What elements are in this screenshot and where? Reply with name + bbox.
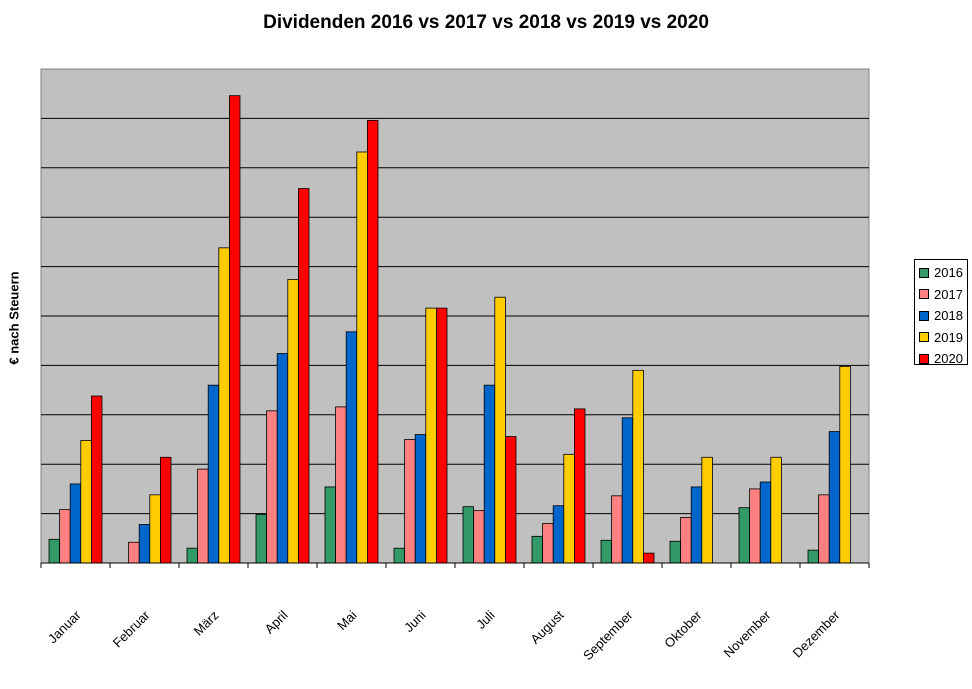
- bar-2019-Februar: [149, 494, 161, 564]
- bar-2018-Juni: [414, 434, 427, 564]
- x-tick-label-10: November: [721, 607, 774, 660]
- bar-2018-März: [207, 384, 220, 564]
- bar-2020-Februar: [159, 456, 172, 564]
- legend-label: 2017: [934, 286, 963, 302]
- bars: [48, 95, 851, 564]
- bar-2018-Juli: [483, 384, 496, 564]
- bar-2016-Mai: [324, 486, 337, 564]
- bar-2018-Februar: [138, 524, 151, 564]
- x-tick-label-8: September: [580, 607, 636, 663]
- legend-label: 2016: [934, 265, 963, 281]
- bar-2018-November: [759, 481, 772, 564]
- bar-2020-August: [574, 408, 586, 564]
- legend-item-2019: 2019: [915, 327, 967, 349]
- x-tick-label-7: August: [527, 607, 566, 646]
- bar-2017-Dezember: [818, 494, 830, 564]
- bar-2018-April: [276, 353, 289, 564]
- bar-2020-Juni: [435, 307, 448, 564]
- x-tick-label-1: Februar: [110, 607, 153, 650]
- bar-2019-August: [563, 453, 575, 564]
- legend-item-2018: 2018: [915, 305, 967, 327]
- chart-title: Dividenden 2016 vs 2017 vs 2018 vs 2019 …: [263, 12, 709, 33]
- legend-swatch: [919, 267, 929, 278]
- x-tick-label-4: Mai: [334, 607, 359, 632]
- bar-2016-März: [186, 547, 199, 564]
- bar-2019-Oktober: [701, 456, 713, 564]
- bar-2016-August: [531, 535, 544, 564]
- x-tick-label-0: Januar: [45, 607, 84, 646]
- bar-2018-Mai: [345, 331, 358, 564]
- bar-2016-Oktober: [669, 540, 682, 564]
- x-tick-labels: Januar Februar März April Mai Juni Juli August S…: [45, 607, 843, 663]
- y-axis-label-text: € nach Steuern: [6, 271, 22, 365]
- legend-item-2016: 2016: [915, 262, 967, 284]
- bar-2018-September: [621, 417, 634, 564]
- legend-label: 2020: [934, 351, 963, 367]
- bar-2020-März: [228, 95, 241, 564]
- bar-2019-März: [218, 247, 230, 564]
- bar-2019-Januar: [80, 440, 92, 564]
- bar-2019-April: [287, 279, 299, 564]
- legend-label: 2019: [934, 329, 963, 345]
- bar-2016-Juni: [393, 547, 406, 564]
- bar-2019-Mai: [356, 151, 368, 564]
- x-tick-label-11: Dezember: [790, 607, 843, 660]
- bar-2019-November: [770, 456, 782, 564]
- bar-2020-Januar: [91, 395, 103, 564]
- bar-2017-Juli: [473, 510, 485, 564]
- bar-2020-April: [297, 188, 310, 564]
- bar-2019-Juni: [425, 307, 437, 564]
- x-tick-label-2: März: [191, 608, 222, 639]
- x-axis: [40, 562, 870, 568]
- bar-2019-Juli: [494, 296, 506, 564]
- grid-lines: [41, 117, 869, 515]
- legend-label: 2018: [934, 308, 963, 324]
- bar-2017-Januar: [59, 509, 71, 564]
- bar-2016-Januar: [48, 538, 61, 564]
- bar-2017-April: [266, 410, 278, 564]
- bar-2018-Oktober: [690, 486, 703, 564]
- bar-2018-Januar: [69, 483, 82, 564]
- bar-2017-Mai: [335, 406, 347, 564]
- bar-2016-November: [738, 507, 751, 564]
- bar-2018-August: [552, 505, 565, 564]
- bar-2017-März: [197, 468, 209, 564]
- legend-item-2020: 2020: [915, 348, 967, 370]
- bar-2017-August: [542, 523, 554, 564]
- bar-2017-Februar: [128, 541, 140, 564]
- x-tick-label-5: Juni: [401, 607, 429, 635]
- bar-2020-Mai: [366, 119, 379, 564]
- bar-2019-September: [632, 369, 644, 564]
- bar-2016-Dezember: [807, 549, 820, 564]
- bar-2017-September: [611, 495, 623, 564]
- legend: 2016 2017 2018 2019 2020: [914, 259, 968, 366]
- legend-item-2017: 2017: [915, 284, 967, 306]
- legend-swatch: [919, 332, 929, 343]
- bar-2018-Dezember: [828, 431, 841, 564]
- bar-2016-April: [255, 514, 268, 564]
- bar-2020-Juli: [504, 436, 517, 564]
- bar-2016-September: [600, 539, 613, 564]
- bar-2017-Oktober: [680, 517, 692, 564]
- x-tick-label-9: Oktober: [661, 607, 705, 651]
- bar-2017-Juni: [404, 439, 416, 564]
- legend-swatch: [919, 310, 929, 321]
- x-tick-label-6: Juli: [473, 607, 497, 631]
- bar-2016-Juli: [462, 506, 475, 564]
- bar-2020-September: [643, 552, 655, 564]
- bar-2019-Dezember: [839, 365, 851, 564]
- legend-swatch: [919, 353, 929, 364]
- legend-swatch: [919, 289, 929, 300]
- x-tick-label-3: April: [262, 607, 291, 636]
- bar-2017-November: [749, 488, 761, 564]
